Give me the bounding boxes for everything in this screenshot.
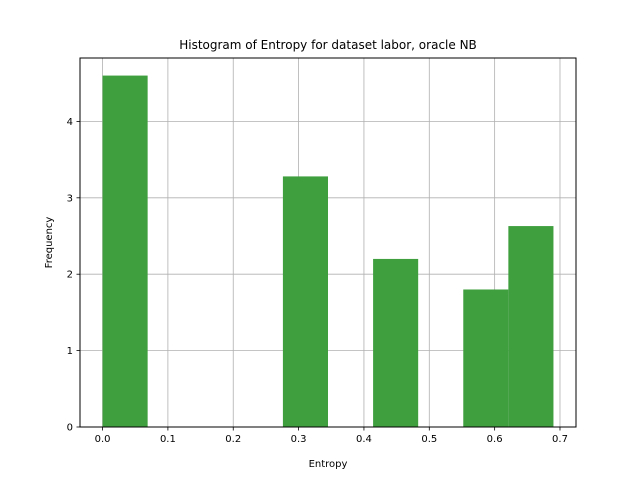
histogram-bar bbox=[373, 258, 419, 427]
histogram-bar bbox=[102, 75, 148, 428]
y-axis-ticks: 0 1 2 3 4 bbox=[67, 117, 80, 434]
y-axis-label: Frequency bbox=[44, 217, 55, 269]
x-tick-label: 0.3 bbox=[291, 434, 307, 445]
x-tick-label: 0.1 bbox=[160, 434, 176, 445]
plot-frame bbox=[79, 57, 577, 428]
chart-title: Histogram of Entropy for dataset labor, … bbox=[179, 38, 477, 52]
x-axis-ticks: 0.0 0.1 0.2 0.3 0.4 0.5 0.6 0.7 bbox=[95, 427, 568, 445]
x-tick-label: 0.4 bbox=[356, 434, 372, 445]
histogram-bar bbox=[282, 176, 328, 427]
histogram-bar bbox=[463, 289, 509, 427]
x-tick-label: 0.2 bbox=[225, 434, 241, 445]
histogram-bar bbox=[508, 226, 554, 427]
x-axis-label: Entropy bbox=[309, 459, 348, 470]
x-tick-label: 0.5 bbox=[421, 434, 437, 445]
y-tick-label: 0 bbox=[67, 423, 73, 434]
y-tick-label: 2 bbox=[67, 270, 73, 281]
x-tick-label: 0.6 bbox=[487, 434, 503, 445]
y-tick-label: 4 bbox=[67, 117, 73, 128]
y-tick-label: 1 bbox=[67, 346, 73, 357]
histogram-bars bbox=[102, 75, 554, 428]
x-tick-label: 0.0 bbox=[95, 434, 111, 445]
x-tick-label: 0.7 bbox=[552, 434, 568, 445]
y-tick-label: 3 bbox=[67, 193, 73, 204]
